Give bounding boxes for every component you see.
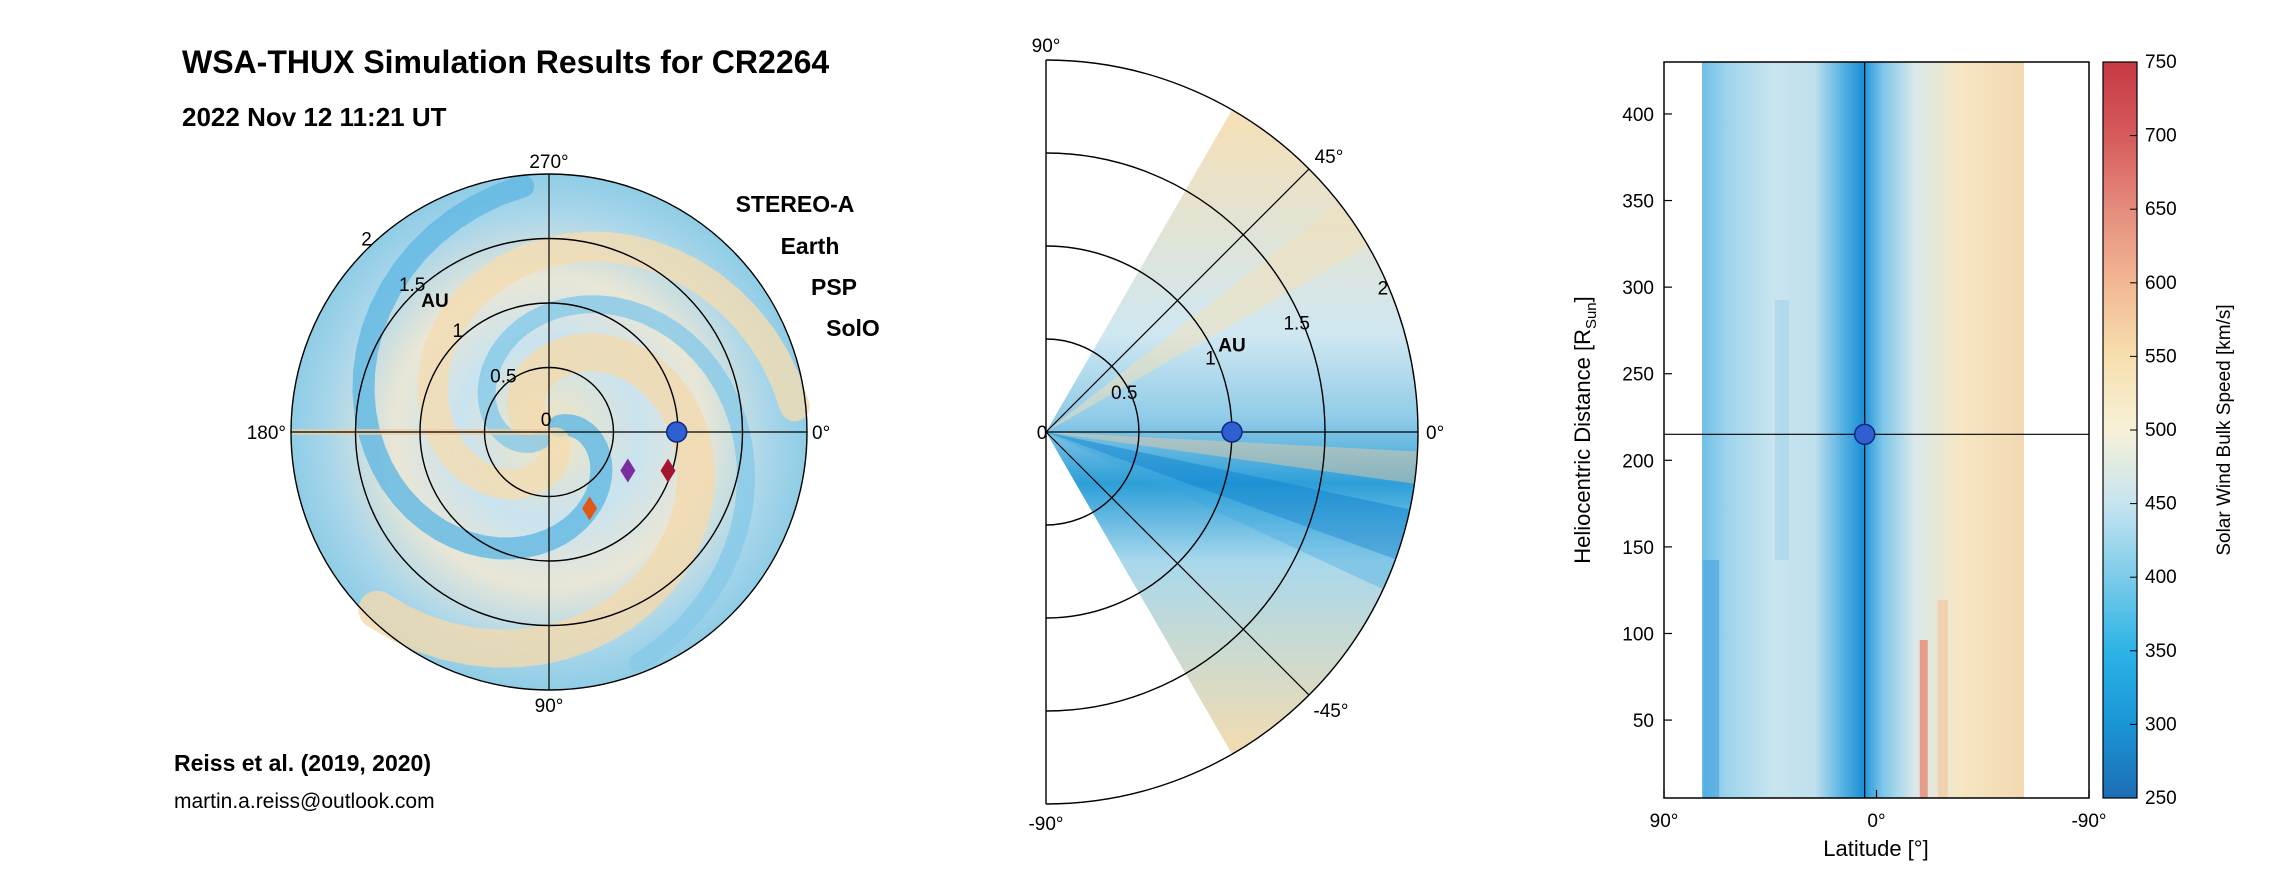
marker-stereo-a	[660, 458, 676, 483]
angle-tick: 0°	[1426, 423, 1444, 444]
colorbar-label: Solar Wind Bulk Speed [km/s]	[2214, 304, 2235, 555]
heatmap-earth-crosshair	[1664, 62, 2089, 798]
colorbar-tick-label: 500	[2145, 420, 2177, 441]
figure-title: WSA-THUX Simulation Results for CR2264	[182, 44, 829, 80]
legend-stereo-a: STEREO-A	[736, 191, 855, 217]
heatmap-streak-3	[1775, 300, 1790, 560]
fast-wind-band	[1046, 432, 1410, 560]
angle-tick: 90°	[1032, 36, 1061, 57]
axis-diagonal	[1045, 431, 1310, 696]
marker-solo	[620, 458, 636, 483]
colorbar-tick-label: 600	[2145, 273, 2177, 294]
equatorial-ticks: 270° 0° 90° 180° 0 0.5 1 1.5 2 AU	[247, 152, 830, 717]
reference-text: Reiss et al. (2019, 2020)	[174, 750, 431, 776]
axis-diagonal	[1045, 168, 1310, 433]
heatmap-streaks	[1703, 300, 1948, 798]
heatmap-streak-2	[1703, 560, 1720, 798]
spacecraft-legend: STEREO-A Earth PSP SolO	[736, 191, 880, 341]
angle-tick: 270°	[529, 152, 568, 173]
radial-tick: 1	[1205, 348, 1216, 369]
x-tick-label: 90°	[1650, 811, 1679, 832]
angle-tick: -90°	[1028, 814, 1063, 835]
angle-tick: 0°	[812, 423, 830, 444]
angle-tick: 90°	[535, 696, 564, 717]
marker-psp	[582, 496, 598, 521]
radial-tick: 0	[541, 410, 552, 431]
colorbar-tick-label: 350	[2145, 641, 2177, 662]
equatorial-grid	[290, 173, 808, 691]
radial-tick: 2	[1378, 279, 1389, 300]
x-tick-label: 0°	[1867, 811, 1885, 832]
slow-wind-band-equator	[1046, 432, 1418, 484]
meridional-polar-plot: 90° 45° 0° -45° -90° 0 0.5 1 1.5 2 AU	[1028, 36, 1444, 835]
legend-solo: SolO	[826, 315, 880, 341]
equatorial-markers	[582, 421, 688, 521]
colorbar-tick-label: 300	[2145, 714, 2177, 735]
legend-psp: PSP	[811, 274, 857, 300]
radial-unit: AU	[1218, 335, 1245, 356]
meridional-markers	[1221, 421, 1243, 443]
latitude-distance-heatmap: 50 100 150 200 250 300 350 400 90° 0° -90° Latitud…	[1570, 61, 2107, 861]
y-tick-label: 50	[1633, 711, 1654, 732]
x-tick-label: -90°	[2071, 811, 2106, 832]
legend-earth: Earth	[781, 233, 840, 259]
heatmap-streak-1	[1937, 600, 1948, 798]
angle-tick: 180°	[247, 423, 286, 444]
heatmap-ylabel: Heliocentric Distance [RSun]	[1570, 296, 1600, 564]
equatorial-polar-plot: 270° 0° 90° 180° 0 0.5 1 1.5 2 AU	[247, 152, 830, 717]
radial-unit: AU	[421, 291, 448, 312]
meridional-ticks: 90° 45° 0° -45° -90° 0 0.5 1 1.5 2 AU	[1028, 36, 1444, 835]
heatmap-xlabel: Latitude [°]	[1823, 836, 1928, 861]
radial-tick: 1.5	[399, 275, 425, 296]
radial-tick: 0.5	[1111, 383, 1137, 404]
radial-tick: 1	[452, 321, 463, 342]
marker-earth	[1221, 421, 1243, 443]
radial-tick: 0	[1037, 423, 1048, 444]
y-tick-label: 100	[1622, 624, 1654, 645]
marker-earth	[665, 421, 688, 443]
colorbar-tick-label: 400	[2145, 567, 2177, 588]
colorbar: 250 300 350 400 450 500 550 600 650 700 750 Solar …	[2102, 52, 2235, 809]
marker-earth	[1853, 423, 1876, 446]
y-tick-label: 350	[1622, 192, 1654, 213]
y-tick-label: 300	[1622, 278, 1654, 299]
colorbar-tick-label: 450	[2145, 494, 2177, 515]
y-tick-label: 250	[1622, 365, 1654, 386]
radial-tick: 0.5	[490, 366, 516, 387]
contact-email: martin.a.reiss@outlook.com	[174, 790, 435, 813]
angle-tick: 45°	[1315, 147, 1344, 168]
colorbar-tick-label: 650	[2145, 199, 2177, 220]
colorbar-tick-label: 250	[2145, 788, 2177, 809]
heatmap-streak-0	[1919, 640, 1928, 798]
colorbar-tick-label: 750	[2145, 52, 2177, 73]
radial-tick: 1.5	[1283, 313, 1309, 334]
slow-wind-band	[1046, 202, 1369, 432]
colorbar-tick-label: 550	[2145, 346, 2177, 367]
colorbar-ticks: 250 300 350 400 450 500 550 600 650 700 750	[2130, 52, 2177, 809]
y-tick-label: 400	[1622, 105, 1654, 126]
fast-wind-band-edge	[1046, 432, 1396, 590]
figure-datetime: 2022 Nov 12 11:21 UT	[182, 102, 447, 132]
heatmap-ticks: 50 100 150 200 250 300 350 400 90° 0° -90°	[1622, 105, 2106, 832]
colorbar-tick-label: 700	[2145, 126, 2177, 147]
y-tick-label: 150	[1622, 538, 1654, 559]
radial-tick: 2	[361, 230, 372, 251]
angle-tick: -45°	[1313, 701, 1348, 722]
y-tick-label: 200	[1622, 451, 1654, 472]
